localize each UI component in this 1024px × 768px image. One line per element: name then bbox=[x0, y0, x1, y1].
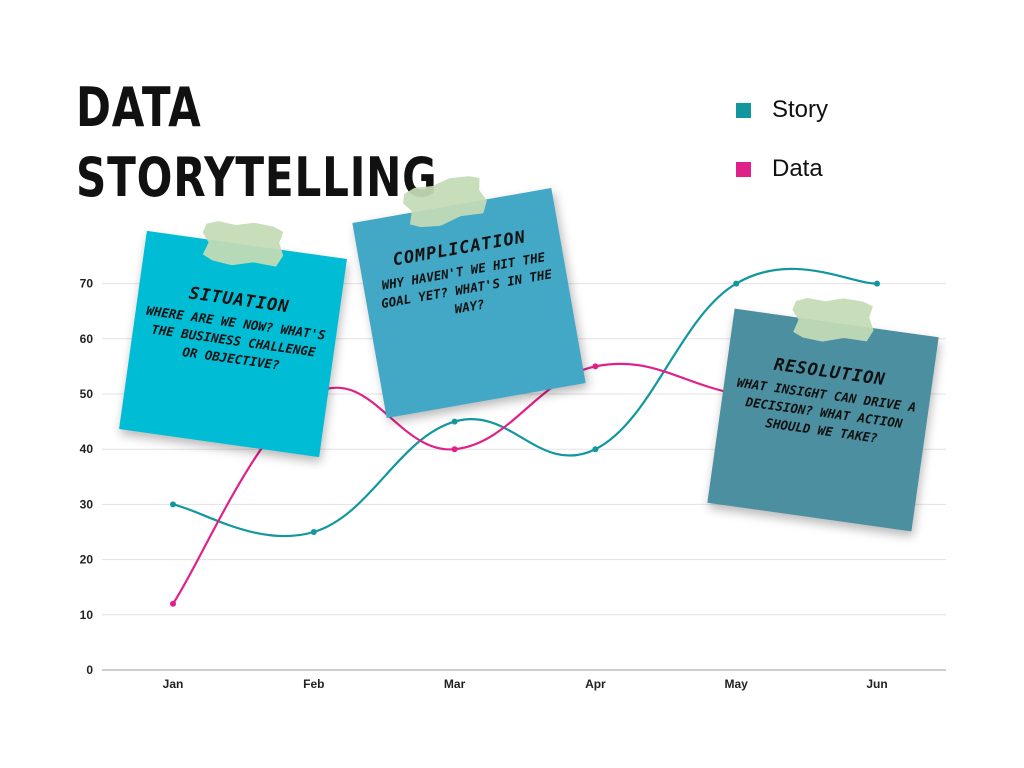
x-tick-label: Mar bbox=[444, 677, 466, 691]
y-tick-label: 60 bbox=[80, 332, 94, 346]
y-tick-label: 0 bbox=[86, 663, 93, 677]
sticky-note-complication: Complication Why haven't we hit the goal… bbox=[352, 187, 586, 419]
x-tick-label: Jan bbox=[163, 677, 184, 691]
data-point-story bbox=[310, 529, 317, 535]
legend-swatch-story bbox=[736, 102, 751, 118]
y-tick-label: 30 bbox=[80, 497, 94, 511]
data-point-story bbox=[170, 501, 176, 508]
y-tick-label: 20 bbox=[80, 553, 94, 567]
data-point-data bbox=[592, 363, 599, 370]
x-tick-label: May bbox=[725, 677, 749, 691]
data-point-story bbox=[451, 418, 458, 425]
data-point-story bbox=[592, 446, 599, 453]
data-point-data bbox=[451, 446, 458, 453]
data-point-data bbox=[170, 600, 176, 607]
legend-swatch-data bbox=[736, 161, 751, 177]
y-tick-label: 70 bbox=[80, 277, 94, 291]
series-line-story bbox=[172, 267, 878, 538]
tape-decoration bbox=[791, 297, 874, 344]
data-point-story bbox=[874, 280, 880, 287]
y-tick-label: 50 bbox=[80, 387, 94, 401]
page-title-line-1: DATA bbox=[76, 76, 202, 139]
legend-label-story: Story bbox=[772, 96, 829, 123]
y-tick-label: 10 bbox=[80, 608, 94, 622]
legend-label-data: Data bbox=[772, 155, 823, 182]
page-title-line-2: STORYTELLING bbox=[76, 146, 438, 209]
chart-axis-labels: 0 10 20 30 40 50 60 70 Jan Feb Mar Apr May Jun bbox=[80, 277, 888, 691]
x-tick-label: Jun bbox=[866, 677, 887, 691]
x-tick-label: Apr bbox=[585, 677, 606, 691]
sticky-note-resolution: Resolution What insight can drive a deci… bbox=[707, 308, 939, 532]
x-tick-label: Feb bbox=[303, 677, 324, 691]
data-point-story bbox=[733, 280, 740, 287]
legend-item-data: Data bbox=[736, 155, 823, 183]
legend-item-story: Story bbox=[736, 96, 828, 124]
y-tick-label: 40 bbox=[80, 442, 94, 456]
